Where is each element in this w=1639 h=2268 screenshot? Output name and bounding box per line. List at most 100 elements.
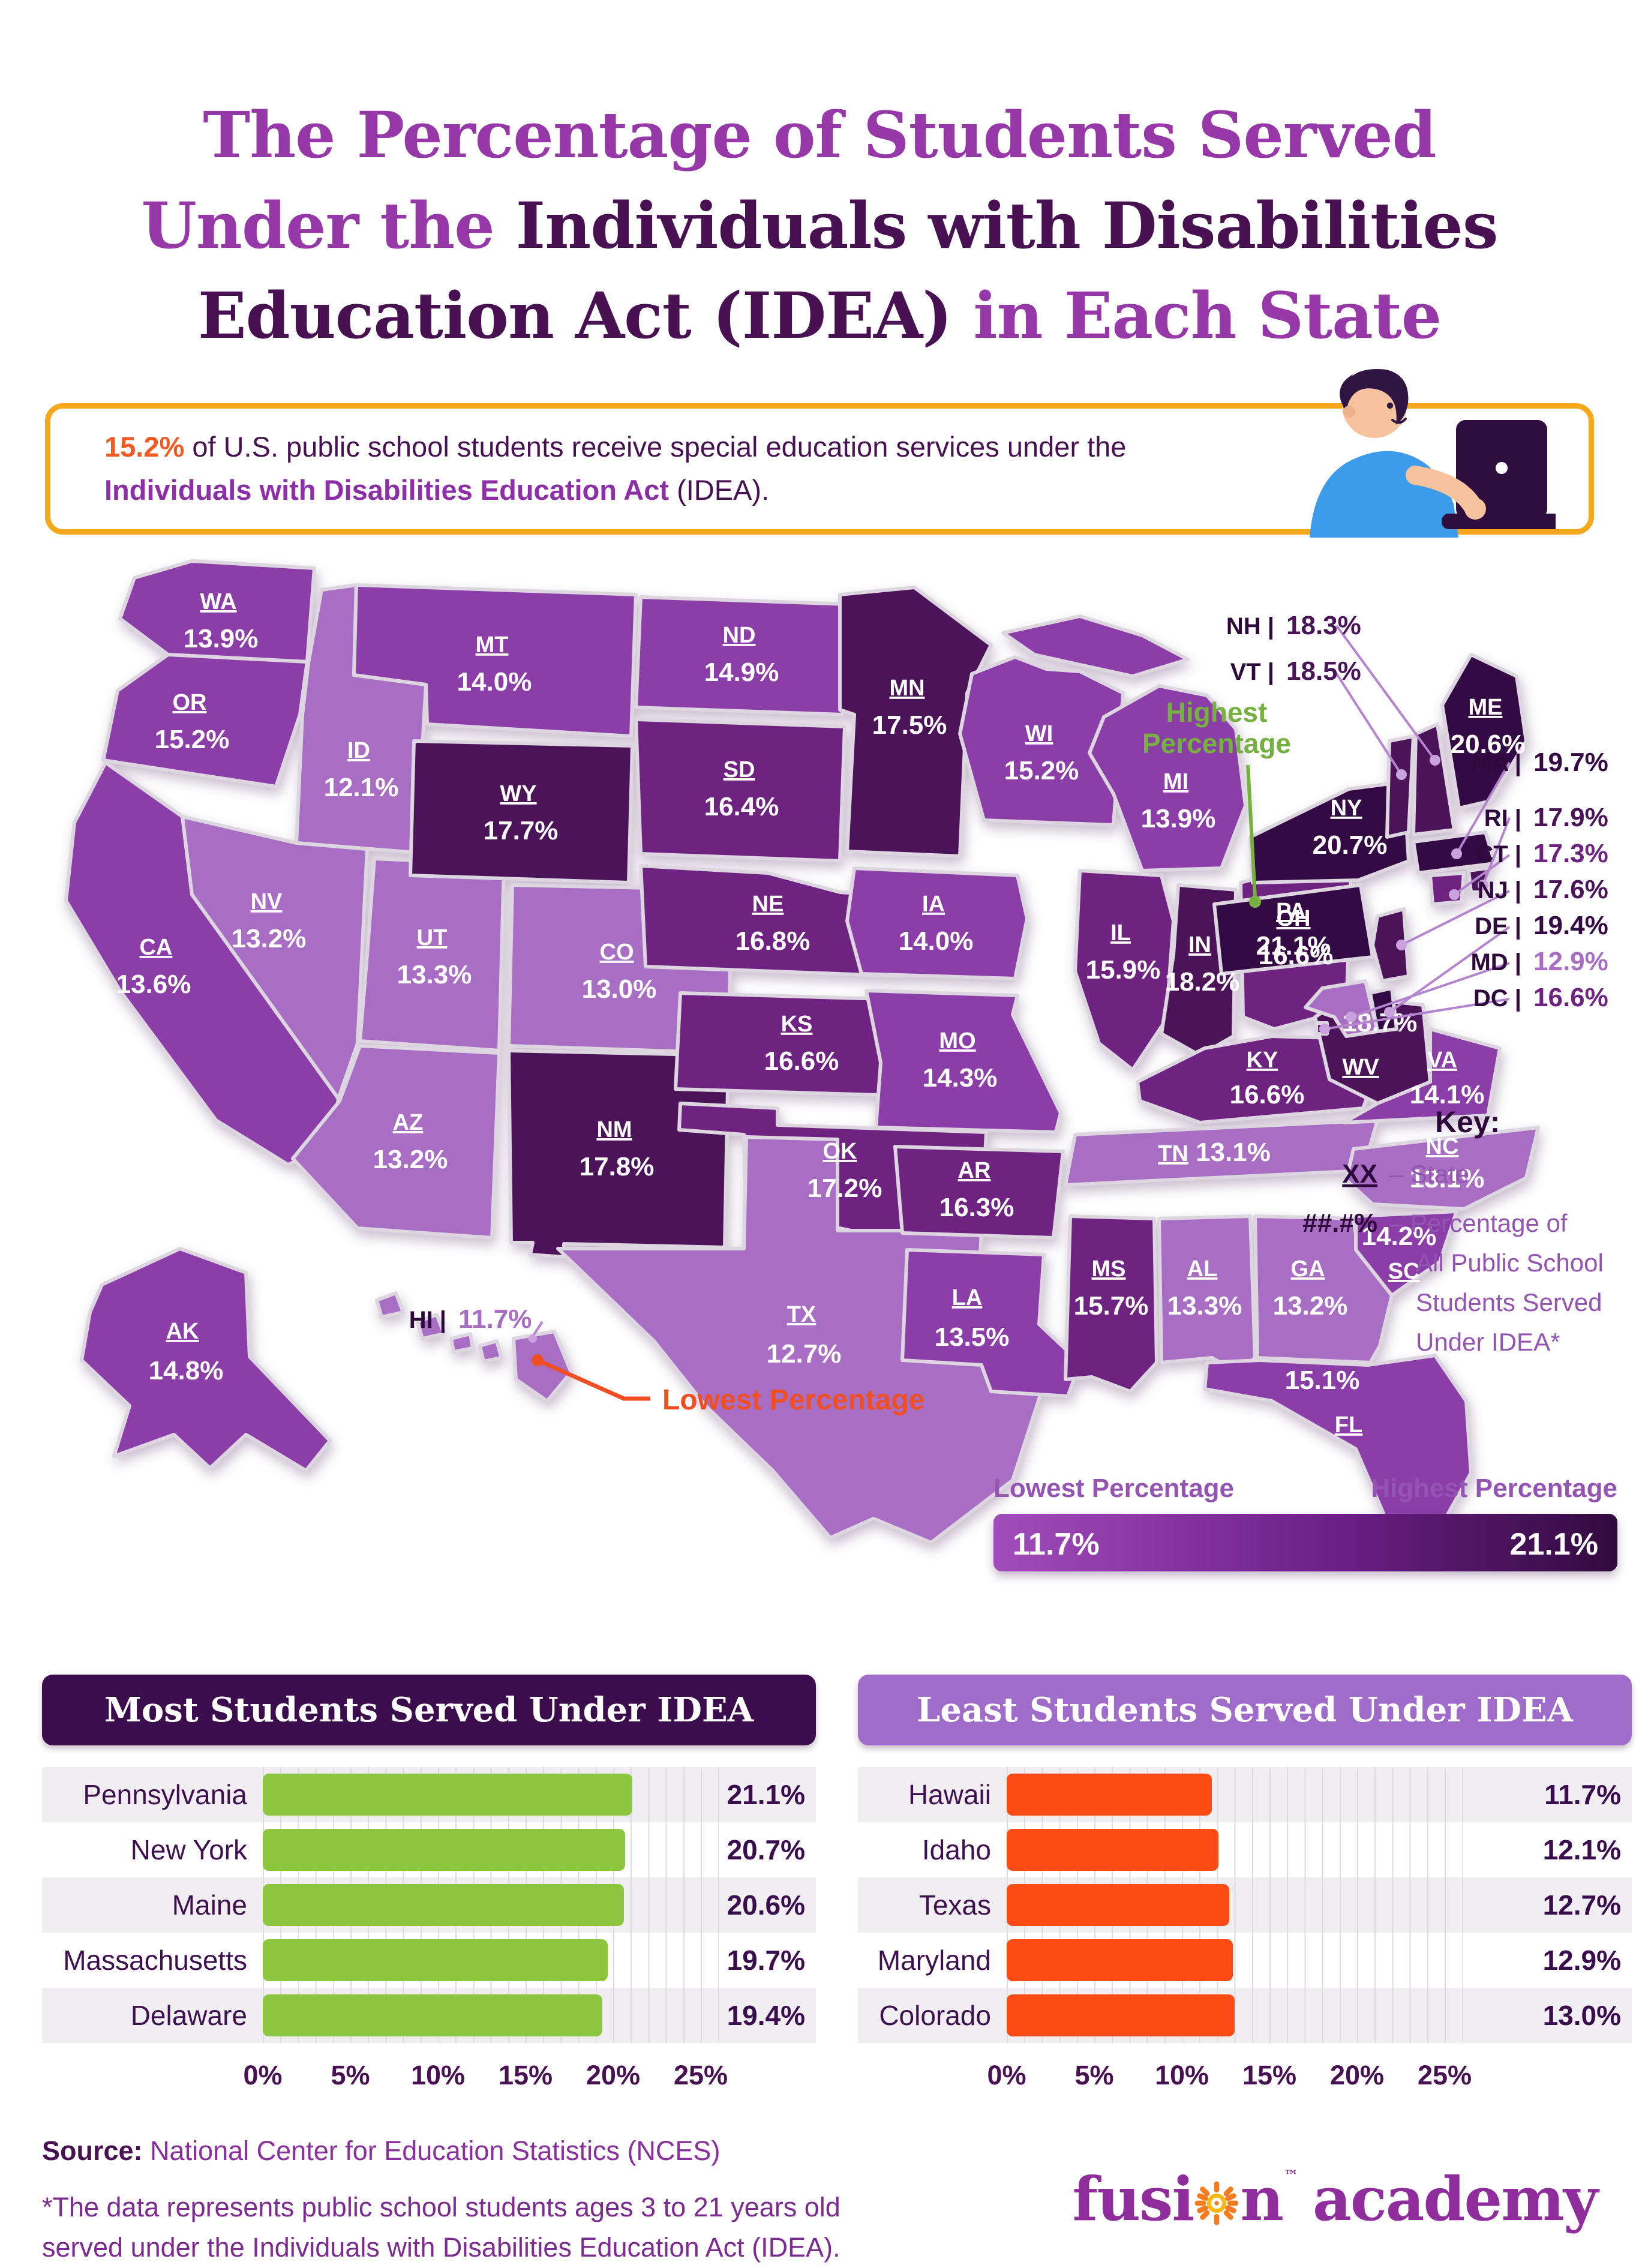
axis-tick-5: 5% [331, 2060, 370, 2091]
callout-abbr-ri: RI | [1484, 805, 1521, 832]
key-label-1-2: Students Served [1416, 1288, 1602, 1316]
bar-pennsylvania [263, 1774, 633, 1816]
abbr-id: ID [347, 738, 370, 763]
row-label: Idaho [921, 1834, 991, 1866]
charts-section: Most Students Served Under IDEA Pennsylva… [42, 1675, 1632, 2103]
value-nd: 14.9% [704, 658, 779, 687]
state-sc [1354, 1210, 1458, 1298]
value-wv: 18.7% [1343, 1008, 1418, 1037]
stat-banner-text: 15.2% of U.S. public school students rec… [104, 430, 1127, 506]
value-ne: 16.8% [736, 926, 811, 956]
states-layer [64, 559, 1540, 1547]
value-mn: 17.5% [872, 710, 947, 740]
lowest-annotation-dot [532, 1354, 544, 1367]
value-ks: 16.6% [764, 1046, 839, 1076]
value-il: 15.9% [1086, 955, 1161, 985]
bar-texas [1007, 1884, 1229, 1927]
callout-dot-md [1346, 1012, 1356, 1023]
abbr-wy: WY [500, 781, 536, 806]
abbr-co: CO [600, 940, 634, 965]
title-line3: Education Act (IDEA) in Each State [197, 278, 1442, 353]
callout-line-md [1350, 962, 1510, 1019]
us-map-section: WA 13.9% OR 15.2% CA 13.6% ID 12.1% NV 13.2% UT 13.… [0, 559, 1639, 1627]
abbr-nm: NM [596, 1117, 632, 1142]
bar-area [263, 1822, 719, 1878]
chart-row-pennsylvania: Pennsylvania 21.1% [42, 1767, 816, 1823]
axis-tick-25: 25% [673, 2060, 728, 2091]
callout-value-md: 12.9% [1533, 947, 1608, 976]
chart-most-served: Most Students Served Under IDEA Pennsylva… [42, 1675, 816, 2103]
value-sc: 14.2% [1362, 1222, 1437, 1251]
chart-row-maine: Maine 20.6% [42, 1877, 816, 1933]
state-ak [80, 1247, 332, 1473]
abbr-sd: SD [724, 757, 755, 782]
row-label: Delaware [130, 2000, 247, 2032]
value-al: 13.3% [1167, 1291, 1242, 1321]
callout-line-nj [1401, 890, 1510, 947]
state-mi [1088, 684, 1247, 873]
state-az [291, 1044, 501, 1240]
chart-row-texas: Texas 12.7% [858, 1877, 1632, 1933]
footer-text: Source: National Center for Education St… [42, 2131, 840, 2268]
callout-abbr-ma: MA | [1472, 750, 1521, 776]
label-tn: TN 13.1% [1158, 1138, 1271, 1167]
abbr-or: OR [173, 690, 207, 715]
callout-abbr-vt: VT | [1230, 659, 1274, 685]
state-il [1073, 869, 1175, 1072]
key-title: Key: [1435, 1105, 1500, 1139]
state-nv [181, 815, 369, 1101]
callout-dot-ct [1449, 889, 1460, 901]
bar-new-york [263, 1829, 626, 1871]
value-oh: 16.6% [1259, 941, 1334, 970]
callouts-layer: NH | 18.3% VT | 18.5% MA | 19.7% RI | 17.9% CT |… [409, 611, 1608, 1343]
state-hi [416, 1313, 446, 1341]
value-mt: 14.0% [457, 667, 532, 697]
value-ny: 20.7% [1313, 830, 1388, 860]
row-value: 21.1% [727, 1779, 805, 1811]
axis-tick-25: 25% [1417, 2060, 1472, 2091]
value-fl: 15.1% [1285, 1366, 1360, 1395]
key-label-1-1: All Public School [1416, 1249, 1604, 1277]
callout-value-nj: 17.6% [1533, 875, 1608, 904]
row-value: 12.1% [1542, 1834, 1621, 1866]
highest-annotation-line1: Highest [1166, 697, 1268, 728]
abbr-in: IN [1188, 932, 1211, 958]
abbr-me: ME [1469, 695, 1503, 720]
abbr-ca: CA [140, 935, 173, 960]
state-hi [512, 1330, 573, 1403]
callout-dot-ma [1451, 848, 1462, 860]
legend-max-value: 21.1% [1510, 1527, 1598, 1562]
state-ia [845, 866, 1029, 981]
value-va: 14.1% [1410, 1080, 1485, 1109]
state-ut [358, 857, 506, 1053]
callout-abbr-hi: HI | [409, 1307, 446, 1333]
abbr-ny: NY [1331, 796, 1362, 821]
stat-banner: 15.2% of U.S. public school students rec… [45, 368, 1594, 538]
row-value: 20.7% [727, 1834, 805, 1866]
title-line2: Under the Individuals with Disabilities [141, 187, 1498, 263]
value-co: 13.0% [582, 974, 657, 1004]
callout-value-ri: 17.9% [1533, 803, 1608, 832]
chart-rows: Hawaii 11.7% Idaho 12.1% Texas 12.7% Maryland 1… [858, 1767, 1632, 2044]
title-line1: The Percentage of Students Served [203, 97, 1437, 172]
bar-idaho [1007, 1829, 1219, 1871]
callout-value-ma: 19.7% [1533, 748, 1608, 777]
bar-area [1007, 1988, 1463, 2044]
bar-hawaii [1007, 1774, 1212, 1816]
abbr-nv: NV [251, 889, 283, 914]
value-ar: 16.3% [939, 1193, 1014, 1222]
state-mt [352, 583, 638, 739]
page-title: The Percentage of Students Served Under … [0, 0, 1639, 361]
callout-line-ri [1482, 817, 1511, 886]
highest-annotation-line [1246, 765, 1257, 898]
abbr-tx: TX [787, 1302, 817, 1327]
legend-low-label: Lowest Percentage [993, 1474, 1234, 1503]
callout-line-ct [1453, 854, 1511, 896]
chart-row-hawaii: Hawaii 11.7% [858, 1767, 1632, 1823]
logo-text-fusi: fusi [1072, 2164, 1194, 2235]
value-wi: 15.2% [1004, 756, 1079, 785]
state-nd [634, 595, 849, 717]
highest-annotation-line2: Percentage [1142, 728, 1291, 759]
chart-header-least: Least Students Served Under IDEA [858, 1675, 1632, 1746]
